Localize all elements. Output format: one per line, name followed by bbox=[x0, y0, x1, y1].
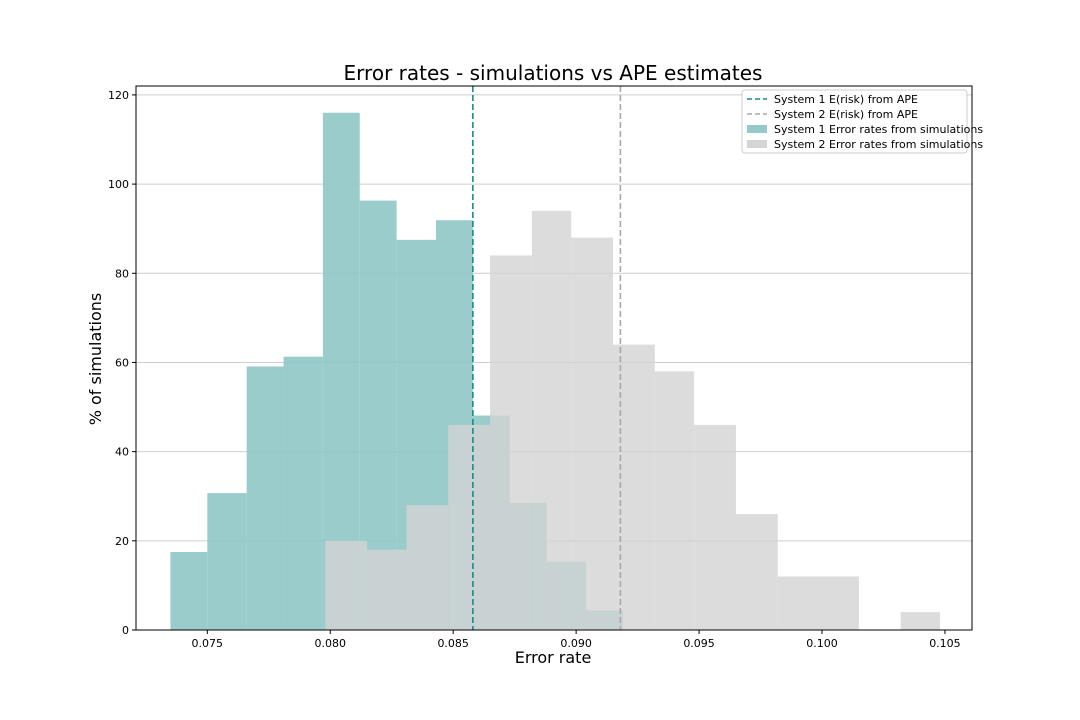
legend-swatch-3 bbox=[747, 140, 767, 148]
plot-area-frame bbox=[135, 85, 973, 631]
legend-label-0: System 1 E(risk) from APE bbox=[774, 93, 918, 106]
legend-label-3: System 2 Error rates from simulations bbox=[774, 138, 983, 151]
bar-series-2-bin-8 bbox=[654, 371, 695, 630]
x-tick-label-4: 0.095 bbox=[683, 637, 715, 650]
y-tick-label-0: 0 bbox=[122, 624, 129, 637]
legend-label-1: System 2 E(risk) from APE bbox=[774, 108, 918, 121]
reference-lines bbox=[472, 86, 622, 630]
x-axis-label: Error rate bbox=[515, 648, 592, 667]
legend-label-2: System 1 Error rates from simulations bbox=[774, 123, 983, 136]
bar-series-1-bin-3 bbox=[283, 356, 323, 630]
bar-series-2-bin-11 bbox=[777, 576, 818, 630]
x-tick-label-2: 0.085 bbox=[437, 637, 469, 650]
x-tick-label-3: 0.090 bbox=[560, 637, 592, 650]
y-tick-label-4: 80 bbox=[115, 267, 129, 280]
x-tick-label-0: 0.075 bbox=[192, 637, 224, 650]
bar-series-2-bin-0 bbox=[325, 540, 368, 630]
bar-series-2-bin-10 bbox=[735, 514, 778, 630]
series-system-2-histogram bbox=[325, 210, 941, 630]
legend: System 1 E(risk) from APE System 2 E(risk… bbox=[741, 89, 983, 154]
bar-series-1-bin-0 bbox=[170, 551, 208, 630]
bar-series-2-bin-3 bbox=[448, 424, 491, 630]
y-tick-label-1: 20 bbox=[115, 535, 129, 548]
y-tick-label-3: 60 bbox=[115, 356, 129, 369]
bar-series-1-bin-1 bbox=[207, 493, 247, 630]
bar-series-2-bin-1 bbox=[367, 549, 407, 630]
legend-swatch-2 bbox=[747, 125, 767, 133]
bar-series-2-bin-4 bbox=[490, 255, 532, 630]
x-tick-label-1: 0.080 bbox=[314, 637, 346, 650]
bar-series-2-bin-7 bbox=[613, 344, 655, 630]
x-tick-label-5: 0.100 bbox=[806, 637, 838, 650]
bar-series-2-bin-9 bbox=[694, 424, 736, 630]
y-tick-label-5: 100 bbox=[108, 178, 129, 191]
bar-series-2-bin-2 bbox=[406, 505, 449, 630]
y-tick-label-2: 40 bbox=[115, 446, 129, 459]
bar-series-2-bin-12 bbox=[817, 576, 859, 630]
bar-series-1-bin-2 bbox=[246, 366, 284, 630]
y-axis-label: % of simulations bbox=[86, 293, 105, 426]
bar-series-2-bin-6 bbox=[571, 237, 614, 630]
x-tick-label-6: 0.105 bbox=[929, 637, 961, 650]
bar-series-2-bin-14 bbox=[900, 612, 941, 630]
y-axis-ticks: 0 20 40 60 80 100 120 bbox=[108, 89, 136, 637]
chart-title: Error rates - simulations vs APE estimat… bbox=[344, 61, 763, 85]
bar-series-2-bin-5 bbox=[531, 210, 572, 630]
x-axis-ticks: 0.075 0.080 0.085 0.090 0.095 0.100 0.105 bbox=[192, 630, 961, 650]
legend-box bbox=[741, 89, 968, 154]
y-tick-label-6: 120 bbox=[108, 89, 129, 102]
